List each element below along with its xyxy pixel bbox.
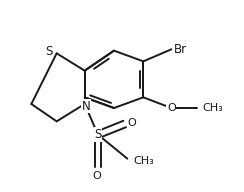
Text: O: O: [167, 103, 176, 113]
Text: CH₃: CH₃: [203, 103, 223, 113]
Text: O: O: [127, 118, 136, 128]
Text: S: S: [45, 45, 52, 58]
Text: S: S: [94, 128, 102, 141]
Text: N: N: [82, 100, 90, 113]
Text: O: O: [92, 171, 101, 181]
Text: Br: Br: [173, 43, 187, 56]
Text: CH₃: CH₃: [133, 156, 154, 166]
